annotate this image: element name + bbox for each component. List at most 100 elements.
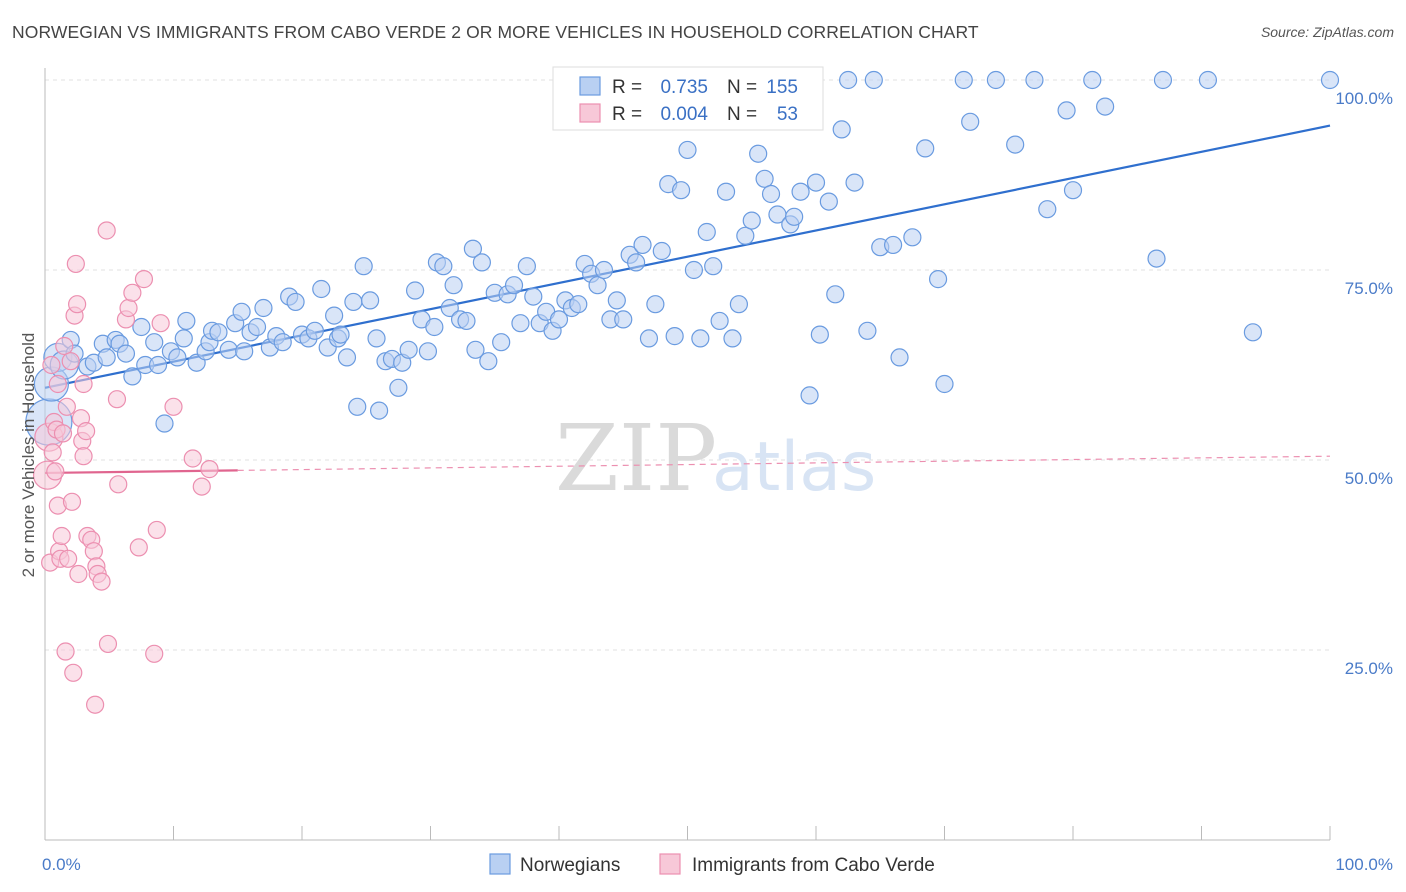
data-point <box>903 228 922 247</box>
data-point <box>209 323 228 342</box>
data-point <box>626 253 646 272</box>
data-point <box>361 291 380 310</box>
data-point <box>961 112 980 131</box>
data-point <box>736 226 755 245</box>
x-tick-label: 0.0% <box>42 855 81 874</box>
data-point <box>331 325 350 344</box>
data-point <box>405 281 425 300</box>
data-point <box>434 257 453 276</box>
stats-n-value: 53 <box>777 104 798 125</box>
data-point <box>53 424 73 443</box>
data-point <box>59 549 78 568</box>
data-point <box>123 367 142 386</box>
data-point <box>123 283 142 302</box>
data-point <box>1083 70 1102 90</box>
data-point <box>440 298 459 318</box>
data-point <box>247 317 267 337</box>
stats-r-value: 0.004 <box>660 104 708 125</box>
watermark-atlas: atlas <box>712 428 876 507</box>
data-point <box>164 397 183 416</box>
data-point <box>1147 249 1166 268</box>
data-point <box>479 352 498 371</box>
data-point <box>69 564 88 584</box>
data-point <box>219 340 238 359</box>
data-point <box>1063 181 1083 200</box>
x-tick-labels: 0.0% 100.0% <box>42 855 1393 874</box>
stats-legend-swatch <box>579 76 601 96</box>
data-point <box>145 644 164 663</box>
data-point <box>1096 97 1115 116</box>
data-point <box>697 222 716 242</box>
data-point <box>61 352 80 371</box>
y-tick-labels: 25.0% 50.0% 75.0% 100.0% <box>1335 89 1393 678</box>
data-point <box>749 144 768 163</box>
data-point <box>755 169 774 188</box>
stats-r-label: R = <box>612 104 642 125</box>
data-point <box>86 695 105 714</box>
data-point <box>472 253 491 272</box>
data-point <box>890 348 909 367</box>
data-point <box>200 460 219 479</box>
data-point <box>665 327 684 346</box>
stats-legend-swatch <box>579 103 601 123</box>
data-point <box>84 542 103 561</box>
data-point <box>444 276 463 295</box>
data-point <box>48 374 67 394</box>
data-point <box>810 325 829 344</box>
data-point <box>74 374 93 394</box>
data-point <box>524 287 543 306</box>
data-point <box>418 342 438 361</box>
y-tick-label: 25.0% <box>1345 659 1393 678</box>
data-point <box>312 279 331 299</box>
data-point <box>68 295 87 314</box>
data-point <box>399 340 418 359</box>
data-point <box>588 276 607 295</box>
data-point <box>109 475 128 494</box>
data-point <box>155 414 174 433</box>
data-point <box>389 378 408 397</box>
data-point <box>826 285 845 304</box>
data-point <box>305 321 324 340</box>
data-point <box>742 211 761 230</box>
series-legend-label: Immigrants from Cabo Verde <box>692 855 935 876</box>
data-point <box>367 329 386 348</box>
watermark: ZIP atlas <box>555 405 876 512</box>
y-tick-label: 100.0% <box>1335 89 1393 108</box>
data-point <box>691 329 710 348</box>
data-point <box>607 291 626 310</box>
data-point <box>145 333 164 352</box>
data-point <box>678 140 697 160</box>
data-point <box>46 462 65 481</box>
data-point <box>183 449 202 468</box>
data-point <box>639 329 659 348</box>
data-point <box>98 634 118 654</box>
data-point <box>954 70 973 90</box>
series-legend-label: Norwegians <box>520 855 620 876</box>
data-point <box>57 397 76 416</box>
data-point <box>1038 200 1057 219</box>
data-point <box>633 235 652 255</box>
data-point <box>64 663 83 682</box>
data-point <box>845 173 864 192</box>
data-point <box>492 333 511 352</box>
y-tick-label: 75.0% <box>1345 279 1393 298</box>
data-point <box>1320 70 1340 90</box>
series-legend-swatch <box>659 853 681 875</box>
data-point <box>425 317 444 337</box>
chart-source: Source: ZipAtlas.com <box>1260 24 1394 40</box>
data-point <box>1025 70 1044 90</box>
data-point <box>935 374 954 394</box>
y-tick-label: 50.0% <box>1345 469 1393 488</box>
data-point <box>614 310 633 329</box>
data-point <box>785 207 804 226</box>
data-point <box>348 397 367 416</box>
data-point <box>174 329 193 348</box>
data-point <box>168 348 187 367</box>
series-cabo-verde-points <box>32 221 219 714</box>
data-point <box>646 295 665 314</box>
data-point <box>97 348 116 367</box>
data-points <box>25 70 1340 714</box>
data-point <box>77 422 96 441</box>
data-point <box>177 311 196 331</box>
